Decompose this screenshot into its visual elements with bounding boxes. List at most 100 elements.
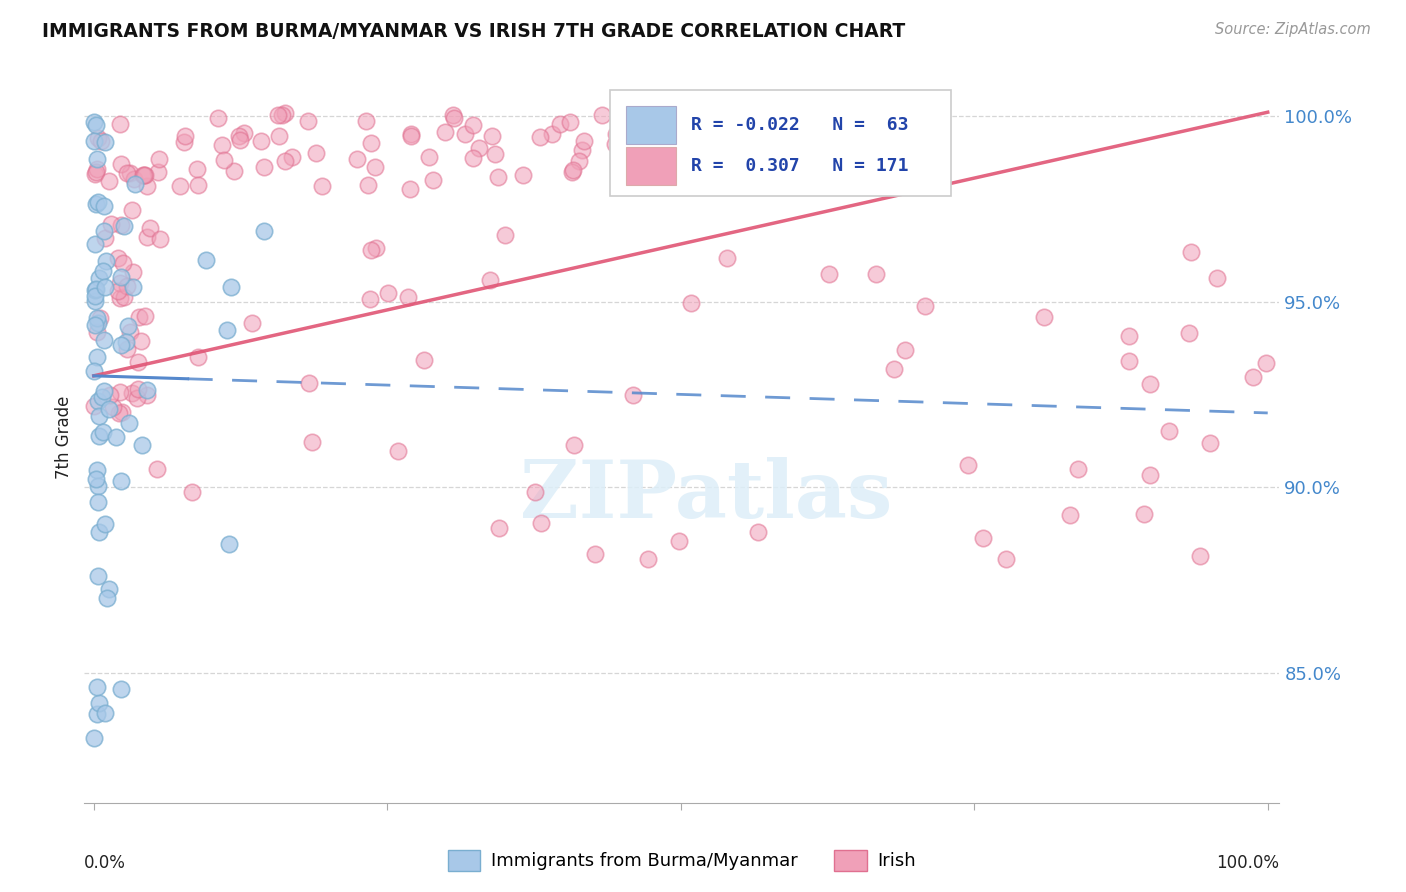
Point [745, 112, 768, 127]
Point [87, 495, 110, 509]
Point [122, 265, 145, 279]
Point [1206, 271, 1229, 285]
Point [1067, 462, 1090, 476]
Point [280, 150, 302, 164]
Point [83, 115, 105, 129]
Point [399, 182, 422, 196]
Point [112, 290, 135, 304]
Point [194, 253, 217, 268]
Point [86, 194, 108, 209]
Point [120, 166, 142, 180]
Point [86, 310, 108, 325]
Point [454, 128, 477, 142]
Point [621, 387, 644, 401]
Point [359, 292, 381, 306]
Point [624, 155, 647, 169]
Point [583, 547, 606, 561]
Point [93, 231, 115, 245]
Point [228, 129, 250, 144]
Point [134, 309, 156, 323]
Point [1180, 244, 1202, 259]
Point [399, 129, 422, 144]
Point [108, 276, 131, 290]
Text: ZIPatlas: ZIPatlas [520, 457, 891, 534]
Point [215, 323, 238, 337]
Point [479, 273, 502, 287]
Point [562, 438, 585, 452]
Point [107, 252, 129, 266]
Point [86, 161, 108, 176]
Point [956, 458, 979, 473]
Point [89, 524, 111, 539]
Point [883, 361, 905, 376]
Point [96, 591, 118, 605]
Point [484, 147, 506, 161]
Point [90, 134, 112, 148]
Point [121, 386, 143, 401]
Point [89, 429, 111, 443]
Point [772, 135, 794, 149]
Point [187, 178, 209, 192]
Point [112, 219, 135, 233]
FancyBboxPatch shape [610, 90, 950, 195]
Point [115, 279, 138, 293]
Point [467, 140, 489, 154]
Point [572, 134, 595, 148]
Point [568, 153, 591, 168]
Point [118, 416, 141, 430]
Point [148, 152, 170, 166]
Point [87, 569, 110, 583]
Point [96, 254, 118, 268]
Point [84, 236, 107, 251]
Point [603, 137, 626, 152]
Point [366, 241, 388, 255]
Point [110, 474, 132, 488]
Point [1059, 508, 1081, 523]
Point [1133, 507, 1156, 521]
Point [778, 169, 800, 184]
Point [86, 706, 108, 721]
Point [110, 681, 132, 696]
Point [689, 167, 711, 181]
Point [110, 338, 132, 352]
Point [716, 251, 738, 265]
Point [84, 293, 107, 308]
Point [87, 696, 110, 710]
Point [1139, 467, 1161, 482]
Point [115, 342, 138, 356]
Point [311, 178, 333, 193]
Point [86, 326, 108, 340]
Point [413, 353, 436, 368]
Point [97, 401, 120, 416]
Point [86, 463, 108, 477]
Point [654, 112, 676, 127]
Point [86, 197, 108, 211]
Point [127, 391, 149, 405]
Point [298, 376, 321, 390]
Point [301, 434, 323, 449]
Point [512, 168, 534, 182]
Point [110, 270, 132, 285]
Point [94, 136, 117, 150]
Point [640, 169, 662, 183]
Point [169, 178, 191, 193]
Point [561, 165, 583, 179]
Point [665, 150, 688, 164]
Point [1188, 549, 1211, 563]
Point [132, 168, 155, 182]
Point [267, 129, 290, 144]
Point [212, 153, 235, 167]
Point [605, 128, 627, 142]
Point [710, 142, 733, 156]
Point [758, 139, 780, 153]
Point [488, 521, 510, 535]
Point [443, 111, 465, 125]
Point [271, 108, 294, 122]
Point [87, 409, 110, 423]
Point [187, 350, 209, 364]
Point [94, 706, 117, 720]
Point [253, 224, 276, 238]
Point [146, 165, 169, 179]
Point [668, 534, 690, 549]
Point [93, 199, 115, 213]
